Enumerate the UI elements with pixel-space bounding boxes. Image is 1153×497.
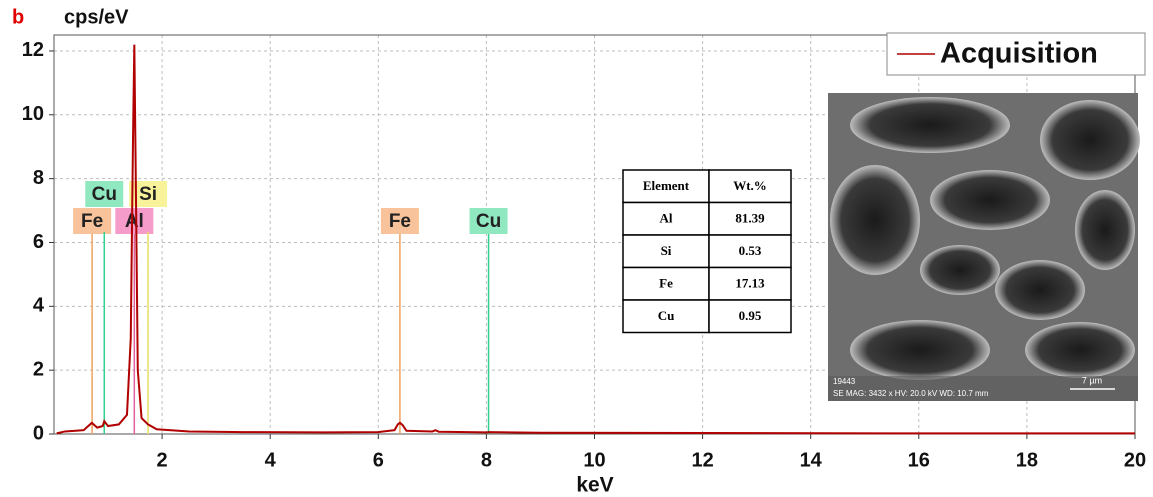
sem-pore (1075, 190, 1135, 270)
table-text: Al (660, 211, 673, 226)
table-text: Cu (658, 308, 675, 323)
sem-pore (1025, 322, 1135, 378)
x-tick-label: 8 (481, 449, 492, 471)
x-tick-label: 18 (1016, 449, 1038, 471)
sem-pore (830, 165, 920, 275)
x-tick-label: 20 (1124, 449, 1146, 471)
composition-table: Element Wt.% Al 81.39 Si 0.53 Fe 17.13 Cu 0.95 (623, 170, 791, 333)
x-tick-label: 6 (373, 449, 384, 471)
sem-pore (920, 245, 1000, 295)
y-tick-label: 12 (22, 39, 44, 61)
x-tick-label: 14 (800, 449, 823, 471)
table-text: 0.95 (739, 308, 762, 323)
element-label: Fe (81, 211, 103, 232)
y-tick-label: 8 (33, 167, 44, 189)
chart: b cps/eV keV 0 2 4 6 8 10 12 2 4 6 8 10 12 14 16 18 20 Fe… (0, 0, 1153, 497)
sem-pore (930, 170, 1050, 230)
element-label: Si (139, 184, 157, 205)
sem-pore (1040, 100, 1140, 180)
x-tick-label: 12 (691, 449, 713, 471)
sem-id: 19443 (833, 377, 856, 386)
y-tick-label: 4 (33, 295, 45, 317)
table-text: Fe (659, 276, 673, 291)
y-tick-label: 10 (22, 103, 44, 125)
table-text: 17.13 (735, 276, 765, 291)
element-label: Al (125, 211, 144, 232)
y-tick-label: 0 (33, 422, 44, 444)
sem-pore (850, 320, 990, 380)
y-tick-label: 2 (33, 358, 44, 380)
table-text: Wt.% (733, 178, 767, 193)
x-tick-label: 16 (908, 449, 930, 471)
x-tick-label: 2 (157, 449, 168, 471)
table-text: Si (661, 243, 672, 258)
x-tick-label: 4 (265, 449, 277, 471)
table-text: 0.53 (739, 243, 762, 258)
sem-pore (850, 97, 1010, 153)
x-axis-label: keV (576, 474, 613, 497)
table-text: 81.39 (735, 211, 765, 226)
y-axis-label: cps/eV (64, 6, 129, 28)
element-label: Cu (476, 211, 501, 232)
sem-scale: 7 µm (1082, 375, 1102, 385)
panel-label: b (12, 6, 24, 28)
x-tick-label: 10 (583, 449, 605, 471)
y-tick-label: 6 (33, 231, 44, 253)
table-text: Element (643, 178, 690, 193)
sem-image: 19443 SE MAG: 3432 x HV: 20.0 kV WD: 10.… (828, 93, 1140, 401)
sem-pore (995, 260, 1085, 320)
legend-label: Acquisition (940, 38, 1098, 70)
element-label: Cu (92, 184, 117, 205)
sem-info: SE MAG: 3432 x HV: 20.0 kV WD: 10.7 mm (833, 389, 989, 398)
element-label: Fe (389, 211, 411, 232)
